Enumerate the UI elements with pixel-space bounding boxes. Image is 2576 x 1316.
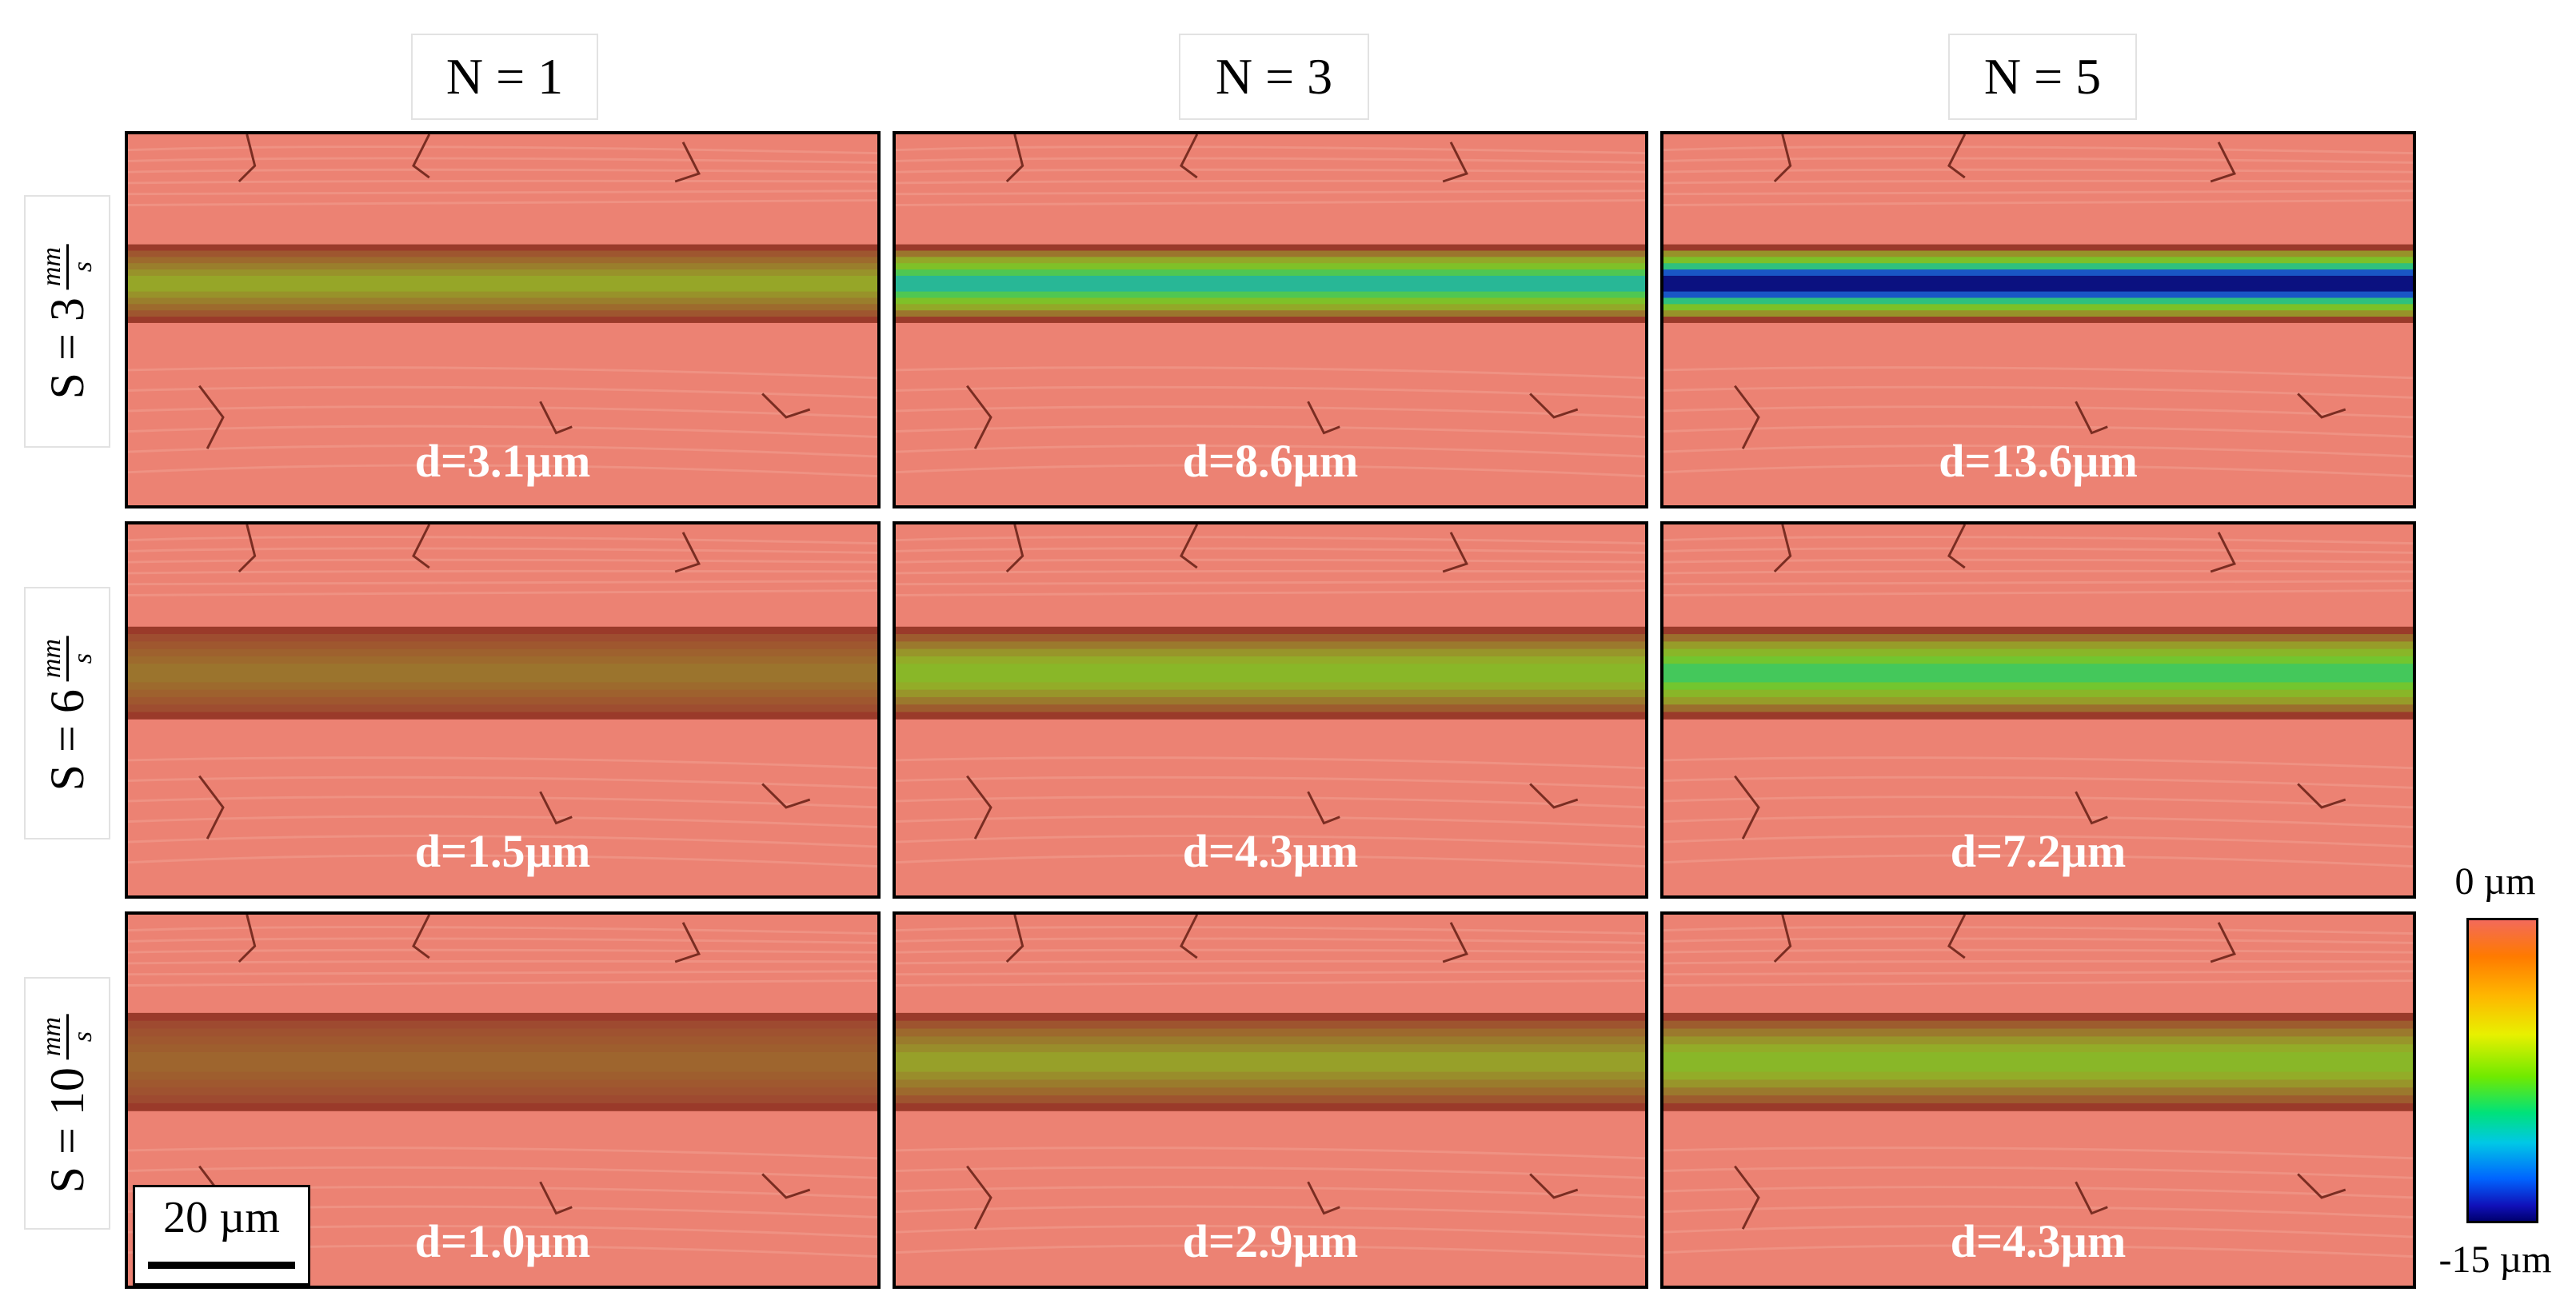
column-header-label: N = 3	[1215, 48, 1333, 105]
panel-s3-n5: d=13.6µm	[1660, 131, 2416, 508]
column-header-n5: N = 5	[1948, 34, 2137, 120]
row-header-s10: S = 10 mm s	[24, 977, 110, 1230]
depth-label: d=7.2µm	[1950, 825, 2127, 877]
row-header-s3: S = 3 mm s	[24, 195, 110, 448]
unit-fraction: mm s	[37, 243, 98, 289]
depth-label: d=3.1µm	[414, 435, 591, 487]
column-header-n1: N = 1	[411, 34, 598, 120]
column-header-label: N = 5	[1983, 48, 2102, 105]
depth-label: d=13.6µm	[1939, 435, 2138, 487]
panel-s10-n1: d=1.0µm	[125, 911, 881, 1289]
scale-bar: 20 µm	[133, 1185, 310, 1286]
height-map-image	[1663, 915, 2413, 1286]
height-map-image	[1663, 524, 2413, 895]
row-header-prefix: S = 10	[40, 1067, 94, 1194]
height-map-image	[128, 134, 877, 505]
unit-fraction: mm s	[37, 635, 98, 681]
height-map-image	[896, 915, 1645, 1286]
panel-s6-n5: d=7.2µm	[1660, 521, 2416, 899]
panel-s10-n5: d=4.3µm	[1660, 911, 2416, 1289]
column-header-label: N = 1	[445, 48, 564, 105]
panel-s3-n1: d=3.1µm	[125, 131, 881, 508]
height-map-image	[1663, 134, 2413, 505]
unit-numerator: mm	[37, 243, 69, 289]
height-map-image	[896, 134, 1645, 505]
row-header-prefix: S = 3	[40, 297, 94, 400]
colorbar	[2466, 918, 2538, 1223]
scale-bar-label: 20 µm	[163, 1193, 280, 1242]
unit-numerator: mm	[37, 1013, 69, 1059]
depth-label: d=2.9µm	[1182, 1215, 1359, 1267]
colorbar-top-label: 0 µm	[2454, 860, 2536, 903]
depth-label: d=4.3µm	[1950, 1215, 2127, 1267]
depth-label: d=4.3µm	[1182, 825, 1359, 877]
panel-s10-n3: d=2.9µm	[893, 911, 1648, 1289]
unit-denominator: s	[67, 261, 98, 273]
unit-denominator: s	[67, 652, 98, 664]
depth-label: d=1.5µm	[414, 825, 591, 877]
height-map-image	[128, 524, 877, 895]
row-header-s6: S = 6 mm s	[24, 587, 110, 839]
colorbar-bottom-label: -15 µm	[2438, 1238, 2552, 1281]
panel-s6-n3: d=4.3µm	[893, 521, 1648, 899]
unit-numerator: mm	[37, 635, 69, 681]
scale-bar-line	[148, 1262, 295, 1269]
row-header-prefix: S = 6	[40, 688, 94, 792]
depth-label: d=1.0µm	[414, 1215, 591, 1267]
depth-label: d=8.6µm	[1182, 435, 1359, 487]
panel-s3-n3: d=8.6µm	[893, 131, 1648, 508]
column-header-n3: N = 3	[1179, 34, 1369, 120]
unit-fraction: mm s	[37, 1013, 98, 1059]
panel-s6-n1: d=1.5µm	[125, 521, 881, 899]
unit-denominator: s	[67, 1031, 98, 1043]
height-map-image	[896, 524, 1645, 895]
